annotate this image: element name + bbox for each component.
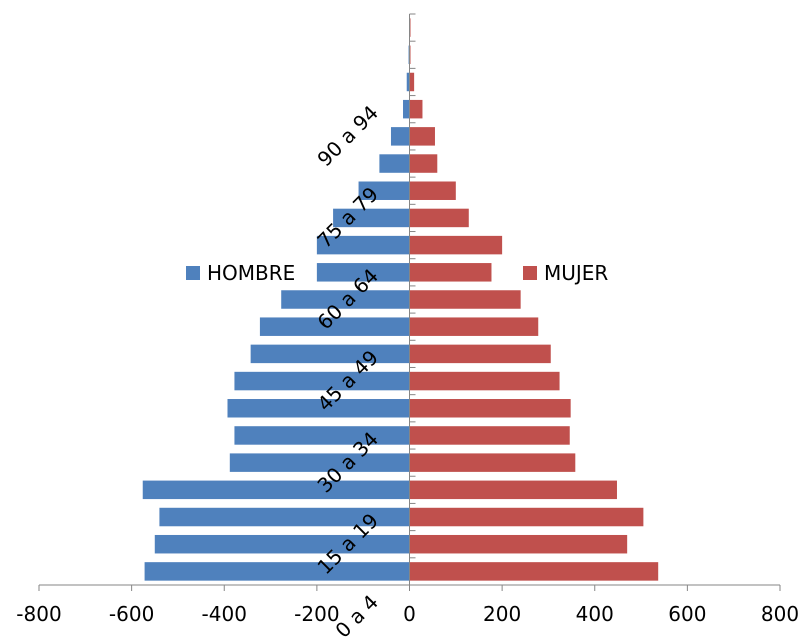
bar-hombre-16 xyxy=(390,127,410,146)
bar-mujer-8 xyxy=(409,344,551,364)
bar-hombre-1 xyxy=(154,534,410,554)
bar-hombre-2 xyxy=(159,507,410,527)
bar-mujer-5 xyxy=(409,426,570,445)
bar-mujer-9 xyxy=(409,317,539,336)
bar-hombre-15 xyxy=(379,154,410,173)
x-tick-label: 0 xyxy=(403,602,416,626)
legend: HOMBRE MUJER xyxy=(186,261,608,285)
bar-hombre-0 xyxy=(144,562,410,581)
legend-label-mujer: MUJER xyxy=(544,261,608,285)
bar-hombre-7 xyxy=(234,371,410,391)
x-tick-label: 800 xyxy=(761,602,799,626)
bar-mujer-18 xyxy=(409,72,415,92)
bar-mujer-16 xyxy=(409,127,435,146)
bar-mujer-1 xyxy=(409,534,628,554)
legend-swatch-hombre xyxy=(186,266,200,280)
bar-mujer-7 xyxy=(409,371,560,391)
bar-mujer-17 xyxy=(409,99,423,119)
bar-mujer-6 xyxy=(409,399,571,418)
bar-mujer-2 xyxy=(409,507,644,527)
bar-mujer-3 xyxy=(409,480,617,500)
bar-hombre-6 xyxy=(227,399,410,418)
x-tick-label: 400 xyxy=(576,602,614,626)
bar-hombre-5 xyxy=(234,426,410,445)
x-tick-label: 600 xyxy=(668,602,706,626)
bar-hombre-8 xyxy=(250,344,410,364)
bar-hombre-14 xyxy=(358,181,410,200)
bars-group xyxy=(142,18,659,581)
bar-mujer-15 xyxy=(409,154,438,173)
bar-hombre-9 xyxy=(259,317,410,336)
bar-mujer-0 xyxy=(409,562,659,581)
x-tick-label: 200 xyxy=(483,602,521,626)
bar-hombre-12 xyxy=(316,235,410,255)
x-tick-label: -800 xyxy=(16,602,61,626)
bar-hombre-10 xyxy=(281,290,410,309)
x-tick-label: -600 xyxy=(109,602,154,626)
bar-mujer-11 xyxy=(409,263,492,282)
bar-hombre-13 xyxy=(333,208,410,228)
bar-hombre-17 xyxy=(403,99,410,119)
bar-hombre-3 xyxy=(142,480,410,500)
bar-mujer-14 xyxy=(409,181,456,200)
bar-mujer-13 xyxy=(409,208,469,228)
bar-hombre-11 xyxy=(316,263,410,282)
axes-group: -800 -600 -400 -200 0 200 400 600 800 xyxy=(16,13,799,626)
bar-hombre-4 xyxy=(229,453,410,472)
legend-swatch-mujer xyxy=(523,266,537,280)
x-tick-label: -200 xyxy=(294,602,339,626)
bar-hombre-18 xyxy=(406,72,410,92)
category-label: 90 a 94 xyxy=(312,101,383,172)
bar-mujer-12 xyxy=(409,235,503,255)
legend-label-hombre: HOMBRE xyxy=(207,261,295,285)
x-tick-label: -400 xyxy=(202,602,247,626)
bar-mujer-4 xyxy=(409,453,576,472)
bar-mujer-10 xyxy=(409,290,521,309)
